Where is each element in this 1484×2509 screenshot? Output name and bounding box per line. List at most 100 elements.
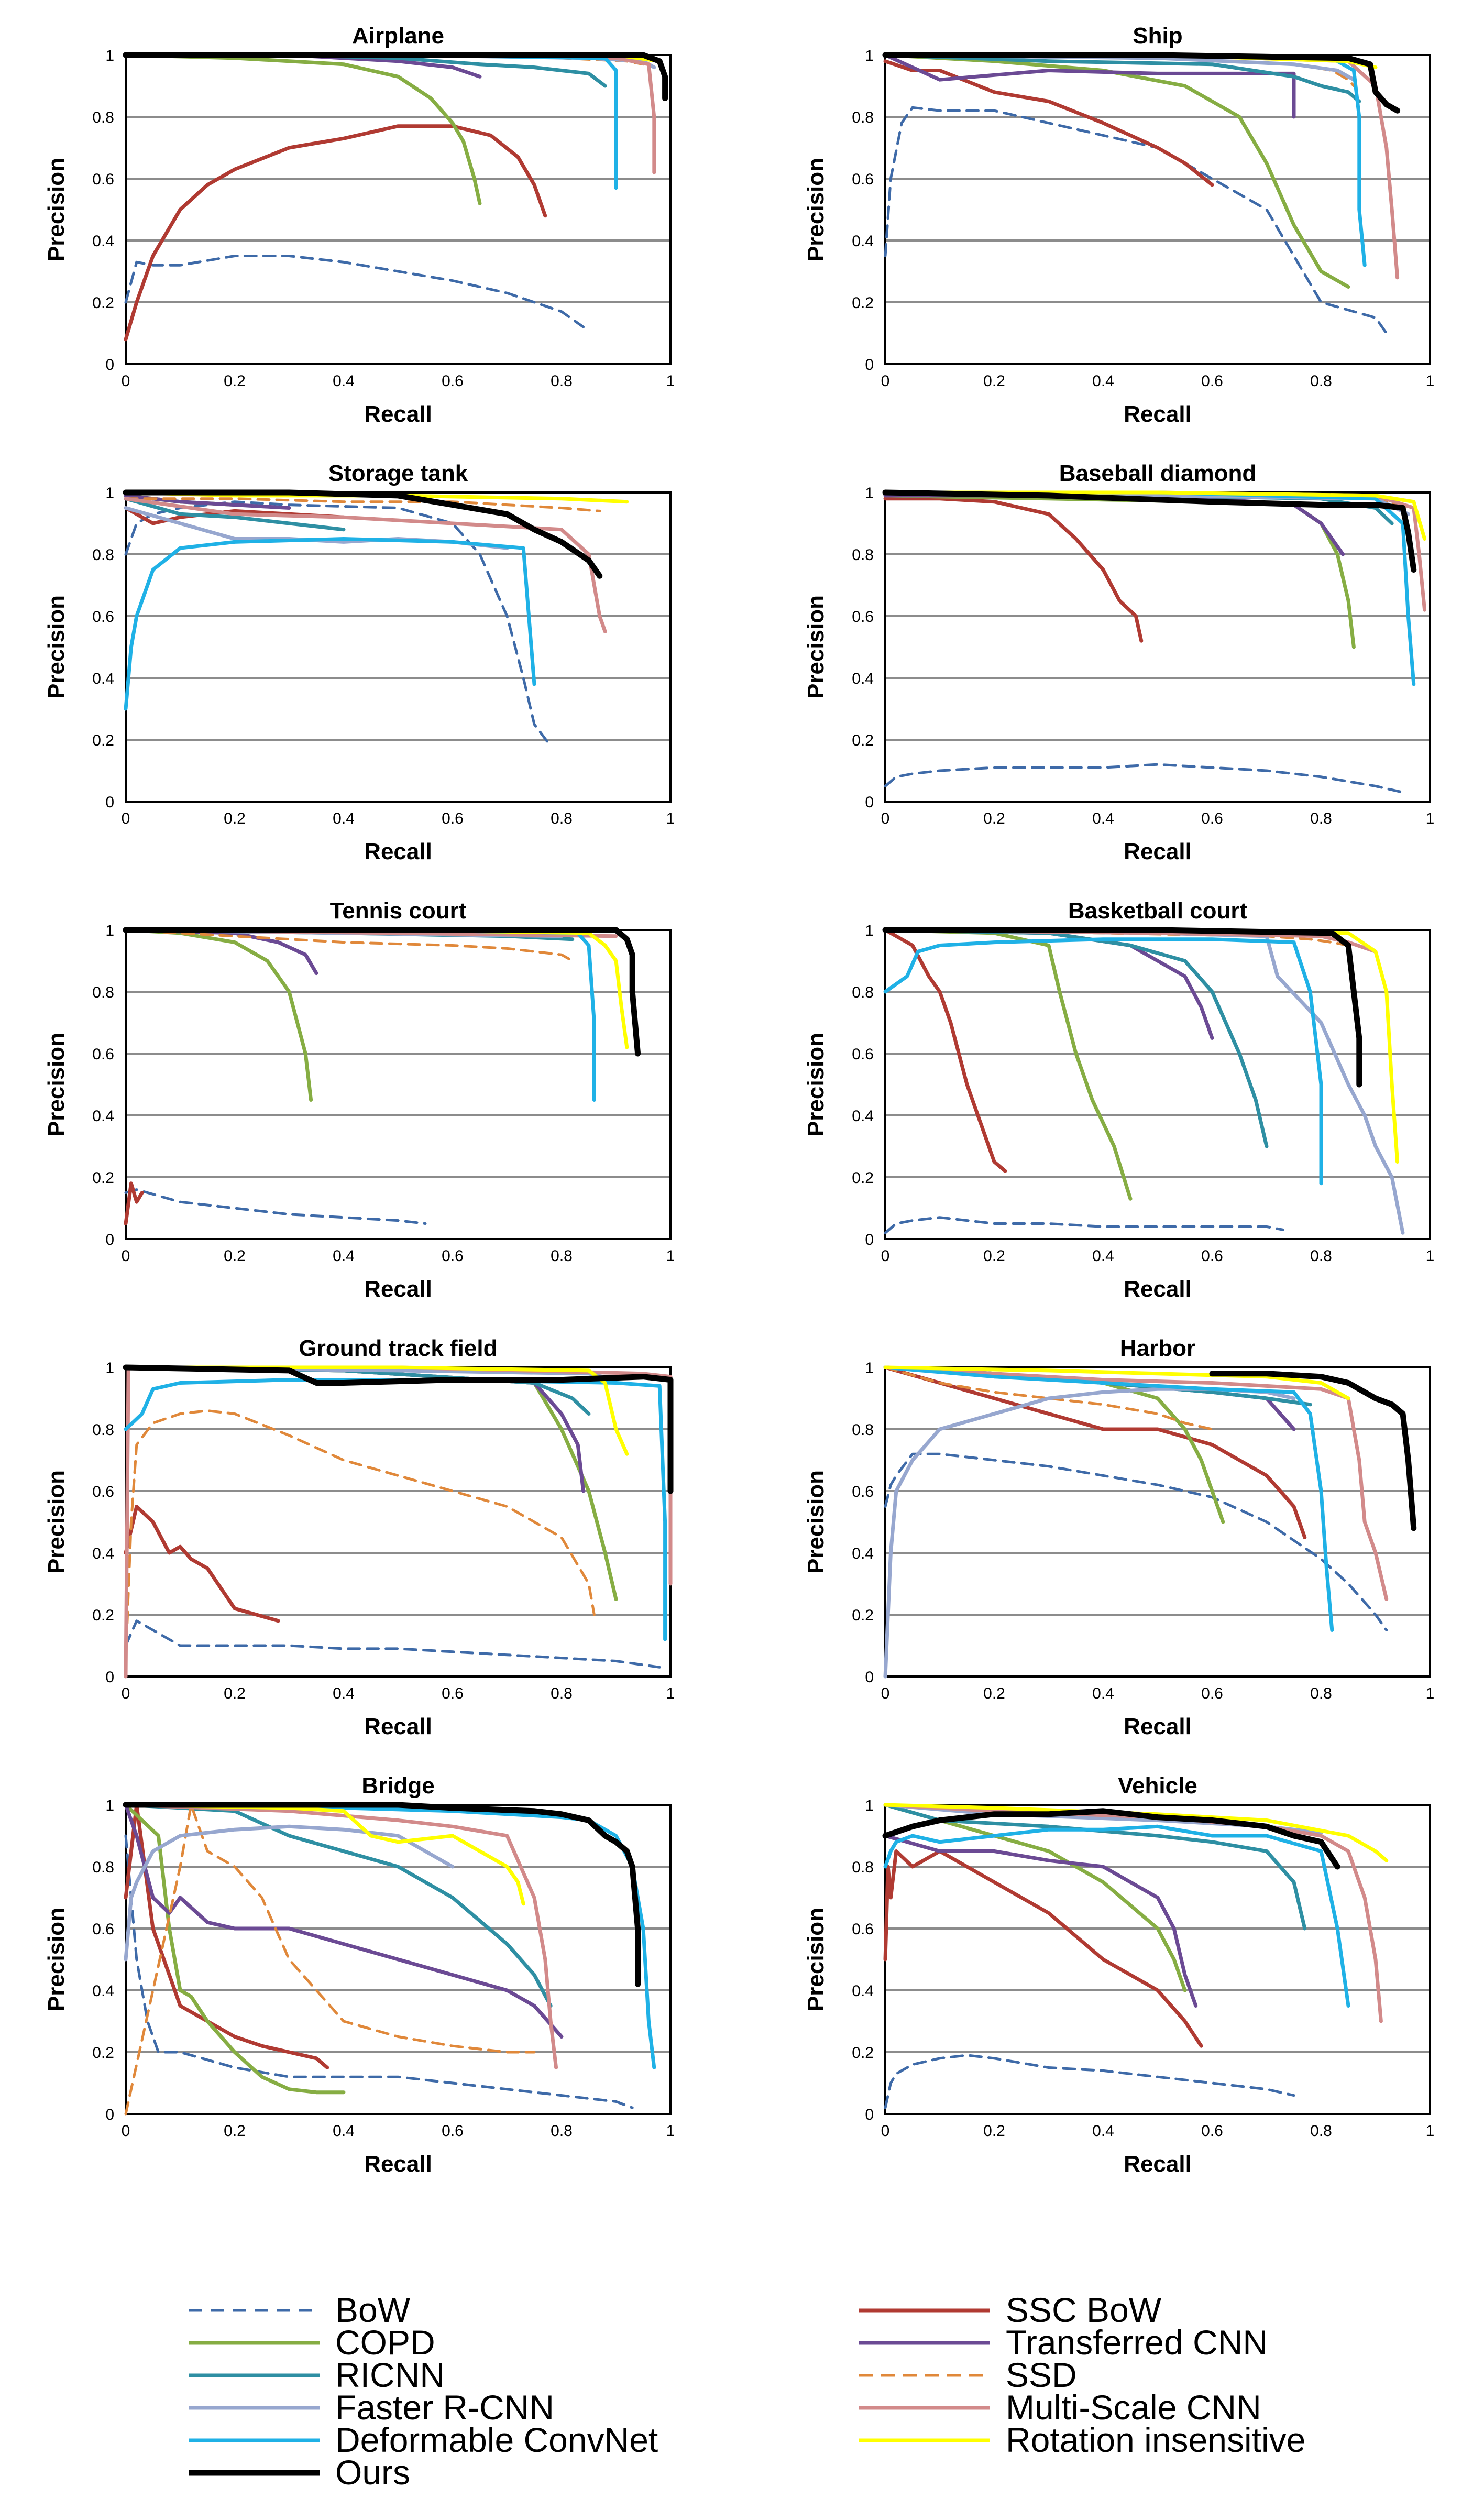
series-line-ours	[123, 1364, 674, 1494]
series-group	[882, 1803, 1389, 2109]
y-axis-label: Precision	[803, 1033, 829, 1136]
y-tick-label: 0.6	[92, 1921, 114, 1938]
chart-title: Ground track field	[299, 1335, 498, 1361]
x-tick-label: 0.6	[1201, 1685, 1223, 1702]
legend-item-ssd: SSD	[859, 2355, 1077, 2394]
legend-item-multi-scale-cnn: Multi-Scale CNN	[859, 2388, 1261, 2427]
series-line-ours	[123, 489, 603, 579]
series-line-ours	[882, 927, 1362, 1088]
series-line-bow	[124, 255, 585, 328]
series-line-transferred-cnn	[124, 1803, 564, 2039]
series-line-multi-scale-cnn	[883, 1365, 1389, 1601]
x-tick-label: 0.4	[1092, 810, 1114, 827]
y-tick-label: 0	[865, 1669, 874, 1686]
series-group	[883, 1365, 1417, 1679]
chart-harbor: 0 0.2 0.4 0.6 0.8 1 0 0.2 0.4 0.6 0.8 1 Harbor Recall…	[803, 1335, 1434, 1739]
y-tick-label: 0.8	[852, 1859, 874, 1876]
x-tick-label: 0.6	[442, 1247, 464, 1265]
x-axis-label: Recall	[364, 401, 432, 427]
x-tick-label: 0.2	[983, 1247, 1005, 1265]
series-group	[123, 1364, 674, 1679]
y-axis-label: Precision	[43, 595, 69, 699]
x-tick-label: 0.4	[1092, 1685, 1114, 1702]
series-line-bow	[884, 1452, 1388, 1631]
y-tick-label: 0	[105, 794, 114, 811]
series-line-ssc-bow	[124, 1505, 280, 1623]
x-tick-label: 1	[1426, 2122, 1435, 2140]
series-line-multi-scale-cnn	[124, 497, 607, 633]
y-tick-label: 0.6	[852, 608, 874, 626]
legend-item-deformable-convnet: Deformable ConvNet	[189, 2420, 658, 2459]
y-axis-label: Precision	[43, 1908, 69, 2011]
y-tick-label: 0.2	[92, 732, 114, 749]
series-line-bow	[884, 2054, 1295, 2109]
x-tick-label: 0.8	[551, 372, 573, 390]
series-line-copd	[883, 1803, 1187, 1992]
x-tick-label: 0.4	[1092, 372, 1114, 390]
series-line-copd	[124, 1803, 346, 2095]
series-line-copd	[883, 928, 1133, 1201]
series-line-bow	[124, 1834, 634, 2109]
legend-item-copd: COPD	[189, 2323, 435, 2362]
y-tick-label: 0.6	[852, 1483, 874, 1500]
y-tick-label: 0.2	[852, 1607, 874, 1624]
x-axis-label: Recall	[1124, 1276, 1192, 1302]
chart-airplane: 0 0.2 0.4 0.6 0.8 1 0 0.2 0.4 0.6 0.8 1 Airplane Reca…	[43, 23, 675, 427]
legend-item-ricnn: RICNN	[189, 2355, 445, 2394]
x-tick-label: 0.4	[333, 372, 355, 390]
y-tick-label: 0	[865, 1231, 874, 1248]
series-line-ssd	[124, 497, 601, 512]
y-tick-label: 0.4	[852, 1108, 874, 1125]
x-tick-label: 0.8	[1310, 2122, 1332, 2140]
x-tick-label: 0.8	[1310, 372, 1332, 390]
series-line-bow	[124, 500, 552, 748]
x-tick-label: 0	[122, 810, 130, 827]
x-axis-label: Recall	[364, 2151, 432, 2177]
y-tick-label: 0.8	[92, 1421, 114, 1439]
x-tick-label: 0	[122, 2122, 130, 2140]
series-line-deformable-convnet	[124, 53, 618, 190]
y-tick-label: 0.8	[92, 109, 114, 126]
x-axis-label: Recall	[1124, 839, 1192, 864]
series-line-rotation-insensitive	[124, 1803, 525, 1906]
plot-frame	[125, 54, 672, 365]
y-tick-label: 0.4	[92, 233, 114, 250]
series-line-rotation-insensitive	[124, 928, 629, 1049]
series-line-multi-scale-cnn	[883, 53, 1400, 280]
y-tick-label: 0.6	[92, 1483, 114, 1500]
x-tick-label: 0.2	[983, 1685, 1005, 1702]
y-tick-label: 0.6	[852, 1046, 874, 1063]
x-tick-label: 0.2	[224, 2122, 246, 2140]
legend-item-ours: Ours	[189, 2453, 410, 2492]
series-line-copd	[883, 53, 1350, 289]
y-tick-label: 0.4	[92, 1108, 114, 1125]
series-group	[123, 52, 668, 342]
x-axis-label: Recall	[364, 1714, 432, 1739]
y-tick-label: 1	[865, 1360, 874, 1377]
x-tick-label: 0.6	[442, 2122, 464, 2140]
x-tick-label: 0.6	[1201, 1247, 1223, 1265]
chart-baseball-diamond: 0 0.2 0.4 0.6 0.8 1 0 0.2 0.4 0.6 0.8 1 Baseball dia…	[803, 461, 1434, 864]
y-tick-label: 0.8	[852, 546, 874, 564]
y-axis-label: Precision	[803, 1470, 829, 1574]
y-tick-label: 0.6	[852, 1921, 874, 1938]
x-tick-label: 0.8	[1310, 810, 1332, 827]
y-tick-label: 1	[105, 485, 114, 502]
y-tick-label: 0	[865, 794, 874, 811]
y-tick-label: 0.2	[852, 294, 874, 312]
series-line-copd	[883, 494, 1356, 649]
plot-frame	[125, 491, 672, 803]
y-tick-label: 0.6	[852, 171, 874, 188]
chart-basketball-court: 0 0.2 0.4 0.6 0.8 1 0 0.2 0.4 0.6 0.8 1 Basketball c…	[803, 898, 1434, 1302]
y-tick-label: 0.8	[92, 1859, 114, 1876]
y-tick-label: 0.2	[852, 732, 874, 749]
y-tick-label: 0.6	[92, 1046, 114, 1063]
x-axis-label: Recall	[364, 839, 432, 864]
series-line-deformable-convnet	[883, 1824, 1350, 2008]
chart-title: Ship	[1133, 23, 1182, 49]
series-line-ssc-bow	[883, 928, 1007, 1173]
y-tick-label: 0.4	[852, 233, 874, 250]
y-tick-label: 0.2	[852, 2044, 874, 2062]
x-tick-label: 0	[881, 1685, 890, 1702]
